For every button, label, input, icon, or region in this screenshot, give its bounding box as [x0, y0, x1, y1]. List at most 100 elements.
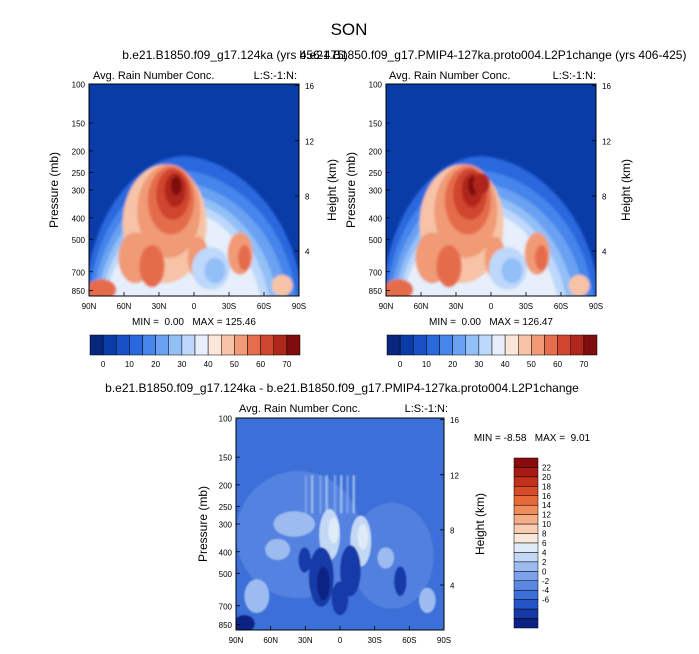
field-contour-blob: [377, 547, 395, 569]
pressure-tick-label: 250: [219, 503, 233, 512]
colorbar-label: -6: [542, 596, 550, 605]
panel-3-ylabel-right: Height (km): [473, 493, 487, 555]
colorbar-label: -2: [542, 577, 550, 586]
panel-3-title: b.e21.B1850.f09_g17.124ka - b.e21.B1850.…: [105, 381, 579, 395]
colorbar-swatch: [194, 334, 209, 356]
colorbar-swatch: [116, 334, 130, 356]
height-tick-label: 4: [602, 248, 607, 257]
field-contour-streak: [325, 475, 328, 514]
height-tick-label: 16: [305, 82, 314, 91]
lat-tick-label: 60N: [117, 302, 132, 311]
height-tick-label: 4: [450, 582, 455, 591]
colorbar-swatch: [513, 561, 539, 572]
field-contour-streak: [333, 475, 337, 514]
colorbar-swatch: [102, 334, 117, 356]
colorbar-label: 2: [542, 558, 547, 567]
figure-title: SON: [331, 20, 368, 39]
panel-2-ylabel-right: Height (km): [619, 159, 633, 221]
field-contour-blob: [386, 279, 414, 296]
field-contour-streak: [346, 475, 349, 514]
panel-3-code: L:S:-1:N:: [405, 403, 448, 415]
colorbar-swatch: [286, 334, 301, 356]
field-contour-blob: [265, 538, 291, 561]
lat-tick-label: 90N: [82, 302, 97, 311]
colorbar-swatch: [207, 334, 222, 356]
colorbar-label: 0: [542, 567, 547, 576]
colorbar-swatch: [513, 514, 539, 525]
lat-tick-label: 60N: [414, 302, 429, 311]
colorbar-label: 4: [542, 548, 547, 557]
colorbar-swatch: [452, 334, 466, 356]
colorbar-swatch: [221, 334, 235, 356]
lat-tick-label: 30N: [152, 302, 167, 311]
colorbar-swatch: [168, 334, 183, 356]
pressure-tick-label: 700: [219, 602, 233, 611]
colorbar-swatch: [513, 457, 539, 468]
colorbar-swatch: [491, 334, 506, 356]
colorbar-label: 20: [151, 360, 160, 369]
panel-1-code: L:S:-1:N:: [254, 70, 297, 82]
colorbar-swatch: [89, 334, 104, 356]
lat-tick-label: 60S: [554, 302, 568, 311]
pressure-tick-label: 200: [72, 147, 86, 156]
colorbar-label: 22: [542, 463, 551, 472]
pressure-tick-label: 150: [72, 120, 86, 129]
colorbar-swatch: [181, 334, 196, 356]
height-tick-label: 16: [450, 416, 459, 425]
colorbar-swatch: [426, 334, 440, 356]
lat-tick-label: 60N: [263, 636, 278, 645]
field-contour-streak: [304, 475, 308, 514]
lat-tick-label: 30S: [222, 302, 236, 311]
field-contour-blob: [568, 274, 590, 296]
lat-tick-label: 30N: [298, 636, 313, 645]
colorbar-swatch: [544, 334, 558, 356]
panel-1-subtitle: Avg. Rain Number Conc.: [93, 70, 214, 82]
colorbar-label: 50: [230, 360, 239, 369]
panel-2-stats: MIN = 0.00 MAX = 126.47: [429, 317, 553, 328]
lat-tick-label: 90S: [437, 636, 451, 645]
colorbar-swatch: [513, 533, 539, 544]
field-contour-blob: [236, 615, 255, 630]
field-contour-blob: [328, 517, 339, 544]
pressure-tick-label: 200: [369, 147, 383, 156]
panel-1-colorbar: 0 10 20 30 40 50 60 70: [89, 334, 301, 369]
panel-3-subtitle: Avg. Rain Number Conc.: [239, 403, 360, 415]
colorbar-label: 10: [125, 360, 134, 369]
colorbar-swatch: [513, 580, 539, 591]
field-contour-blob: [271, 274, 293, 296]
height-tick-label: 12: [450, 471, 459, 480]
panel-3-ylabel: Pressure (mb): [196, 486, 210, 562]
pressure-tick-label: 700: [369, 268, 383, 277]
colorbar-label: 10: [542, 520, 551, 529]
panel-2-code: L:S:-1:N:: [553, 70, 596, 82]
colorbar-label: 40: [501, 360, 510, 369]
colorbar-swatch: [513, 486, 539, 497]
pressure-tick-label: 400: [219, 548, 233, 557]
colorbar-swatch: [513, 523, 539, 534]
field-contours: [89, 156, 299, 296]
colorbar-swatch: [129, 334, 143, 356]
colorbar-swatch: [234, 334, 248, 356]
lat-tick-label: 60S: [257, 302, 271, 311]
panel-3-axes: 100 150 200 250 300 400 500 700 850 90N 60N 30N 0 30S…: [219, 415, 460, 646]
colorbar-swatch: [465, 334, 480, 356]
colorbar-swatch: [513, 571, 539, 582]
panel-1-stats: MIN = 0.00 MAX = 125.46: [132, 317, 256, 328]
field-contour-blob: [317, 566, 330, 601]
colorbar-swatch: [513, 542, 539, 553]
lat-tick-label: 90N: [229, 636, 244, 645]
lat-tick-label: 60S: [402, 636, 416, 645]
colorbar-swatch: [273, 334, 288, 356]
colorbar-label: 18: [542, 482, 551, 491]
colorbar-swatch: [142, 334, 156, 356]
field-contour-blob: [298, 547, 311, 573]
colorbar-swatch: [513, 495, 539, 506]
lat-tick-label: 90N: [379, 302, 394, 311]
colorbar-swatch: [386, 334, 401, 356]
colorbar-swatch: [413, 334, 427, 356]
pressure-tick-label: 250: [369, 169, 383, 178]
field-contours: [386, 156, 596, 296]
lat-tick-label: 90S: [589, 302, 603, 311]
colorbar-label: 40: [204, 360, 213, 369]
